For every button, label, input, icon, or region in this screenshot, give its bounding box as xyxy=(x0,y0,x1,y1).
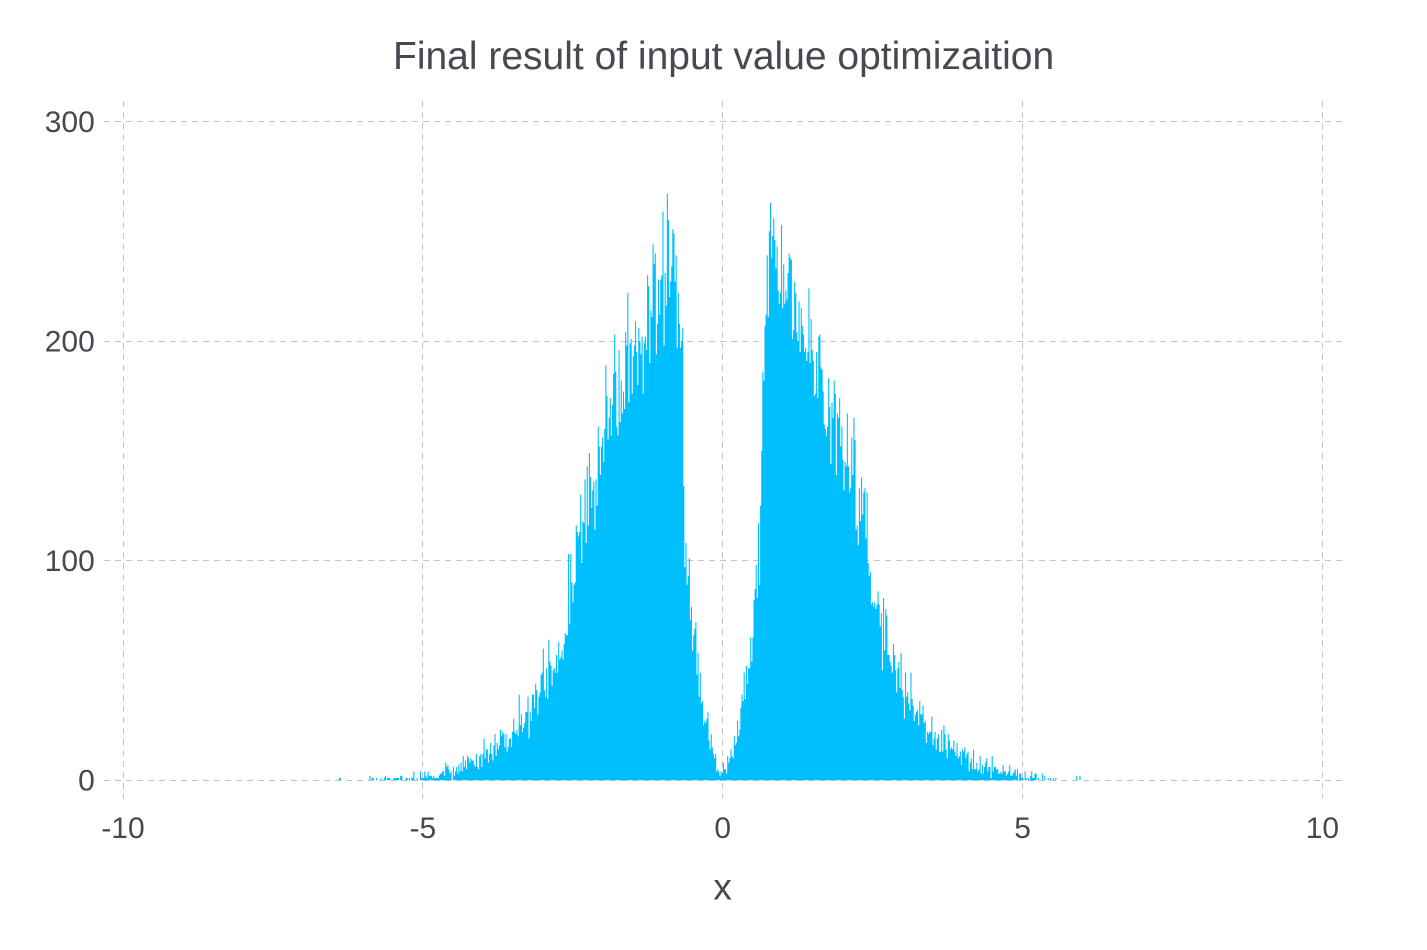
svg-text:0: 0 xyxy=(714,812,731,845)
svg-text:-10: -10 xyxy=(101,812,144,845)
svg-text:200: 200 xyxy=(45,325,95,358)
svg-text:Final result of input value op: Final result of input value optimizaitio… xyxy=(393,35,1054,78)
svg-text:100: 100 xyxy=(45,545,95,578)
svg-text:10: 10 xyxy=(1306,812,1339,845)
svg-text:0: 0 xyxy=(78,765,95,798)
svg-text:-5: -5 xyxy=(410,812,437,845)
svg-text:x: x xyxy=(713,867,732,908)
svg-text:300: 300 xyxy=(45,106,95,139)
svg-text:5: 5 xyxy=(1014,812,1031,845)
